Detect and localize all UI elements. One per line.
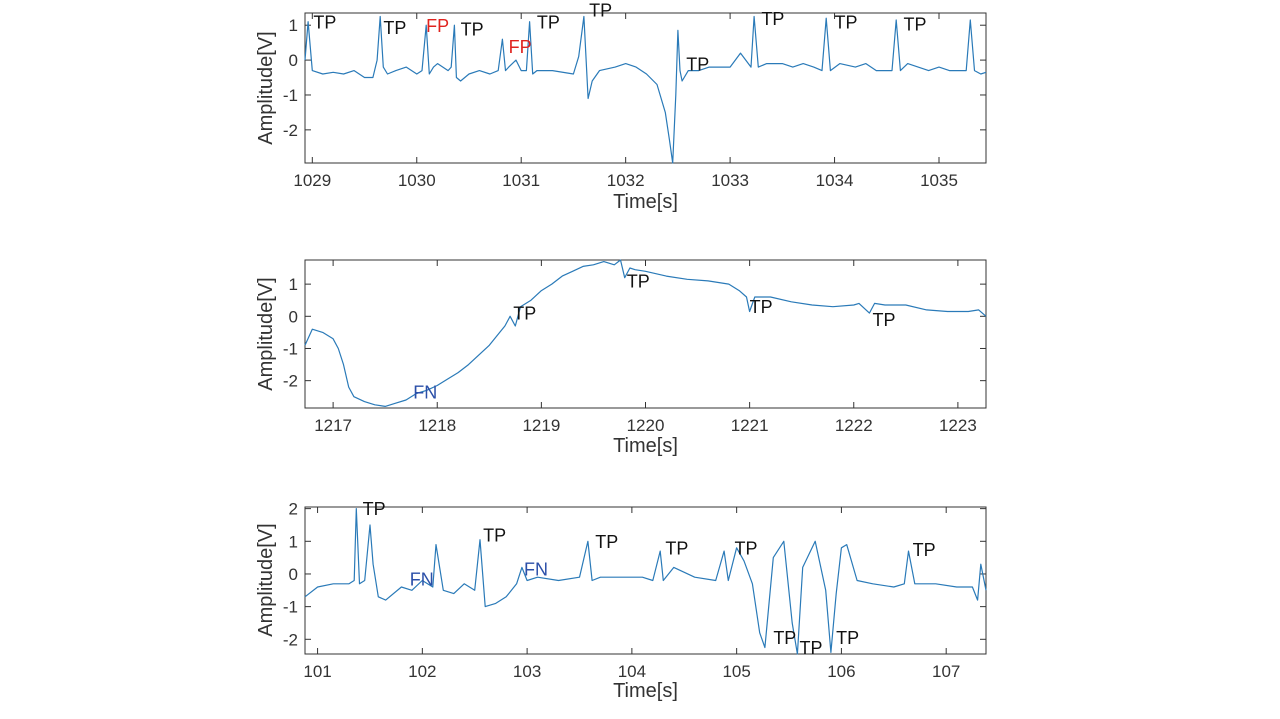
panel-3-xtick-label-3: 104 [618,662,646,681]
panel-3-xtick-label-1: 102 [408,662,436,681]
panel-3-ytick-label-4: 2 [289,500,298,519]
panel-2-ylabel: Amplitude[V] [255,277,277,390]
panel-3-xtick-label-6: 107 [932,662,960,681]
panel-3-xtick-label-5: 106 [827,662,855,681]
panel-1-annotation-fp-4: FP [509,37,532,57]
panel-1-xtick-label-4: 1033 [711,171,749,190]
panel-3-ylabel: Amplitude[V] [255,523,277,636]
panel-2-ytick-label-2: 0 [289,307,298,326]
panel-1-ytick-label-1: -1 [283,86,298,105]
panel-2-annotation-tp-3: TP [873,310,896,330]
panel-3-annotation-tp-8: TP [773,628,796,648]
panel-1-xlabel: Time[s] [613,191,678,213]
panel-3-ytick-label-1: -1 [283,598,298,617]
panel-1-ylabel: Amplitude[V] [255,31,277,144]
panel-1-annotation-tp-9: TP [835,13,858,33]
panel-2-ytick-label-1: -1 [283,339,298,358]
panel-2-xtick-label-5: 1222 [835,416,873,435]
panel-3-annotation-tp-5: TP [665,538,688,558]
panel-2: 1217 1218 1219 1220 1221 1222 1223 -2 -1 0 1 TP TP TP… [255,259,987,457]
panel-2-xtick-label-0: 1217 [314,416,352,435]
panel-3-annotation-tp-10: TP [836,628,859,648]
panel-3-frame [304,506,987,655]
panel-3-annotation-fn-1: FN [410,569,434,589]
panel-1-annotation-tp-1: TP [383,18,406,38]
panel-1-xtick-label-6: 1035 [920,171,958,190]
panel-1-annotation-tp-10: TP [903,14,926,34]
panel-3-ytick-label-3: 1 [289,532,298,551]
panel-1-annotation-tp-6: TP [589,0,612,20]
panel-3-annotation-tp-0: TP [363,499,386,519]
panel-1-series-0-line [304,15,987,164]
panel-1-xtick-label-3: 1032 [607,171,645,190]
panel-3-annotation-tp-4: TP [595,532,618,552]
panel-2-xtick-label-3: 1220 [627,416,665,435]
panel-2-xtick-label-2: 1219 [522,416,560,435]
panel-3-series-0-line [304,508,987,655]
panel-1-xtick-label-2: 1031 [502,171,540,190]
panel-1-annotation-tp-3: TP [461,20,484,40]
panel-1-annotation-tp-0: TP [313,13,336,33]
panel-3-xtick-label-4: 105 [722,662,750,681]
panel-1-ytick-label-0: -2 [283,121,298,140]
panel-2-annotation-fn-4: FN [413,382,437,402]
panel-2-ytick-label-0: -2 [283,372,298,391]
panel-1-xtick-label-0: 1029 [293,171,331,190]
panel-2-series-0-line [304,259,987,407]
panel-1-ytick-label-2: 0 [289,51,298,70]
panel-1-xtick-label-1: 1030 [398,171,436,190]
panel-3-annotation-tp-6: TP [735,538,758,558]
panel-2-xtick-label-1: 1218 [418,416,456,435]
panel-2-annotation-tp-0: TP [513,304,536,324]
panel-3-xtick-label-0: 101 [303,662,331,681]
panel-3-annotation-tp-7: TP [913,540,936,560]
panel-1-xtick-label-5: 1034 [816,171,854,190]
panel-1-annotation-tp-7: TP [686,55,709,75]
panel-2-xtick-label-4: 1221 [731,416,769,435]
panel-3-annotation-tp-2: TP [483,525,506,545]
panel-3-annotation-tp-9: TP [800,638,823,658]
panel-1: 1029 1030 1031 1032 1033 1034 1035-2-101 TP TP FP… [255,0,987,213]
panel-3-ytick-label-0: -2 [283,630,298,649]
panel-1-frame [304,12,987,164]
panel-1-annotation-tp-8: TP [761,9,784,29]
panel-2-plot: 1217 1218 1219 1220 1221 1222 1223 -2 -1 0 1 TP TP TP… [283,259,987,435]
panel-3-xtick-label-2: 103 [513,662,541,681]
panel-1-ytick-label-3: 1 [289,16,298,35]
panel-2-ytick-label-3: 1 [289,275,298,294]
panel-2-annotation-tp-1: TP [627,271,650,291]
panel-2-annotation-tp-2: TP [750,297,773,317]
panel-2-xtick-label-6: 1223 [939,416,977,435]
panel-1-annotation-tp-5: TP [537,13,560,33]
panel-1-plot: 1029 1030 1031 1032 1033 1034 1035-2-101 TP TP FP… [283,0,987,190]
panel-1-annotation-fp-2: FP [426,16,449,36]
panel-3-ytick-label-2: 0 [289,565,298,584]
panel-2-xlabel: Time[s] [613,435,678,457]
panel-3-annotation-fn-3: FN [524,560,548,580]
panel-3-xlabel: Time[s] [613,680,678,702]
